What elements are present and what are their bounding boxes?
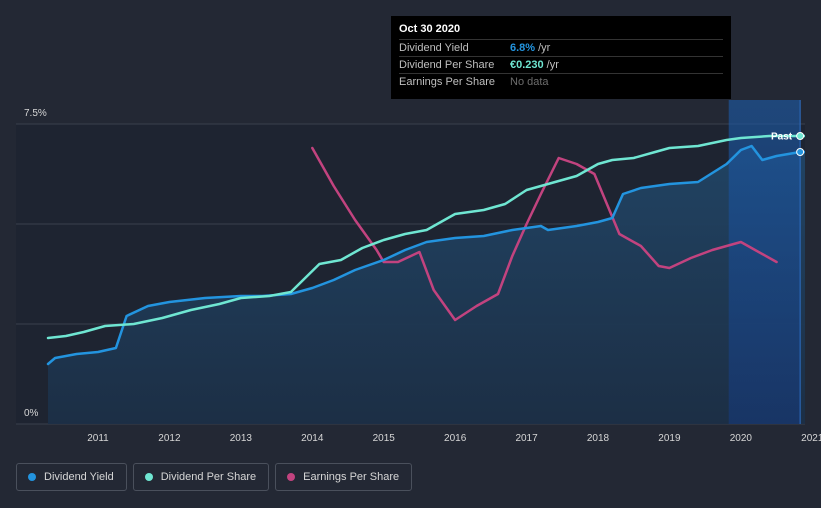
- legend: Dividend Yield Dividend Per Share Earnin…: [16, 463, 413, 491]
- forecast-label: Analysts Forecasts: [808, 132, 821, 143]
- legend-label: Earnings Per Share: [303, 471, 400, 483]
- x-tick-label: 2016: [444, 433, 467, 444]
- tooltip-label: Earnings Per Share: [399, 76, 495, 88]
- x-tick-label: 2020: [730, 433, 753, 444]
- legend-dot-icon: [144, 473, 153, 481]
- dividend-yield-area: [48, 146, 805, 424]
- legend-dot-icon: [28, 473, 36, 481]
- tooltip-unit: /yr: [546, 59, 559, 71]
- dividend-per-share-marker: [796, 132, 805, 140]
- tooltip-value: 6.8%: [510, 42, 536, 54]
- x-tick-label: 2019: [658, 433, 681, 444]
- x-tick-label: 2015: [373, 433, 396, 444]
- x-tick-label: 2012: [158, 433, 181, 444]
- legend-label: Dividend Yield: [44, 471, 114, 483]
- tooltip-row-dividend-yield: Dividend Yield 6.8% /yr: [399, 39, 723, 56]
- tooltip-label: Dividend Per Share: [399, 59, 495, 71]
- x-tick-label: 2017: [515, 433, 538, 444]
- x-tick-label: 2013: [230, 433, 253, 444]
- hover-tooltip: Oct 30 2020 Dividend Yield 6.8% /yr Divi…: [391, 16, 731, 99]
- tooltip-date: Oct 30 2020: [399, 23, 461, 35]
- dividend-per-share-line: [46, 134, 805, 340]
- tooltip-label: Dividend Yield: [399, 42, 469, 54]
- legend-item-dividend-yield[interactable]: Dividend Yield: [16, 463, 127, 491]
- legend-item-dividend-per-share[interactable]: Dividend Per Share: [132, 463, 270, 491]
- y-tick-label-bottom: 0%: [24, 408, 39, 419]
- tooltip-value: No data: [510, 76, 549, 88]
- legend-item-earnings-per-share[interactable]: Earnings Per Share: [275, 463, 413, 491]
- earnings-per-share-line: [311, 146, 778, 322]
- tooltip-value: €0.230: [510, 59, 544, 71]
- y-tick-label-top: 7.5%: [24, 108, 47, 119]
- dividend-yield-marker: [796, 148, 805, 156]
- legend-dot-icon: [287, 473, 296, 481]
- past-label: Past: [771, 132, 793, 143]
- dividend-yield-line: [46, 144, 805, 366]
- tooltip-row-dividend-per-share: Dividend Per Share €0.230 /yr: [399, 56, 723, 73]
- x-tick-label: 2021: [801, 433, 821, 444]
- x-tick-label: 2014: [301, 433, 324, 444]
- x-tick-label: 2018: [587, 433, 610, 444]
- tooltip-row-earnings-per-share: Earnings Per Share No data: [399, 73, 723, 90]
- forecast-region: [728, 100, 801, 424]
- tooltip-unit: /yr: [538, 42, 551, 54]
- legend-label: Dividend Per Share: [160, 471, 257, 483]
- x-tick-label: 2011: [87, 433, 109, 444]
